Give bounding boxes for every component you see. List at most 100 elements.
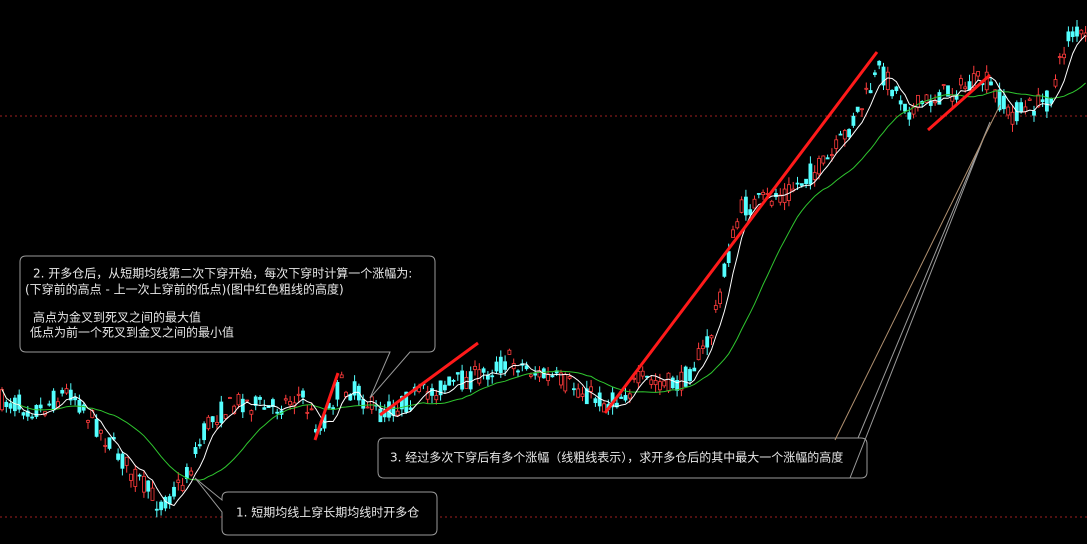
- candle-body: [1066, 31, 1071, 42]
- callout-box: [194, 477, 438, 536]
- candle-body: [903, 103, 907, 112]
- candle-body: [120, 453, 125, 469]
- candle-body: [477, 369, 482, 384]
- candle-body: [283, 398, 288, 401]
- candle-body: [830, 154, 834, 156]
- candle-body: [494, 361, 499, 372]
- candle-body: [640, 370, 645, 377]
- candle-body: [1010, 111, 1015, 125]
- candle-body: [705, 336, 710, 348]
- candle-body: [1045, 90, 1049, 112]
- candle-body: [662, 380, 667, 387]
- candle-body: [593, 398, 598, 404]
- candle-body: [984, 71, 989, 91]
- candle-body: [86, 420, 90, 423]
- annotation-text: 1. 短期均线上穿长期均线时开多仓: [236, 505, 419, 520]
- candle-body: [258, 396, 262, 400]
- candle-body: [154, 508, 159, 511]
- candle-body: [60, 390, 65, 394]
- candle-body: [718, 291, 722, 304]
- candle-body: [589, 386, 593, 392]
- candle-body: [1075, 26, 1079, 37]
- candle-body: [584, 388, 589, 405]
- candle-body: [1057, 56, 1062, 58]
- candle-body: [761, 191, 765, 196]
- candle-body: [288, 401, 293, 406]
- annotation-text: 3. 经过多次下穿后有多个涨幅（线粗线表示），求开多仓后的其中最大一个涨幅的高度: [390, 450, 843, 465]
- candle-body: [438, 380, 443, 396]
- candle-body: [68, 389, 73, 401]
- candle-body: [460, 370, 465, 390]
- candle-body: [1040, 99, 1045, 103]
- candle-body: [795, 182, 800, 185]
- candle-body: [963, 86, 968, 90]
- candle-body: [713, 305, 718, 310]
- candle-body: [1079, 29, 1084, 35]
- candle-body: [34, 405, 39, 417]
- candle-body: [735, 221, 740, 229]
- candle-body: [653, 380, 658, 386]
- candle-body: [262, 407, 267, 410]
- candle-body: [774, 193, 778, 198]
- long-ma: [1, 82, 1086, 481]
- candle-body: [799, 183, 804, 186]
- candle-body: [670, 377, 675, 389]
- candle-body: [124, 456, 129, 466]
- candle-body: [847, 129, 851, 138]
- candle-body: [180, 484, 185, 491]
- rise-line: [313, 372, 340, 441]
- candle-body: [193, 447, 198, 455]
- candle-body: [873, 72, 877, 75]
- candle-body: [129, 473, 133, 481]
- candle-body: [38, 404, 43, 409]
- candle-body: [202, 423, 207, 441]
- candle-body: [563, 374, 568, 392]
- candle-body: [73, 396, 77, 401]
- candle-body: [731, 229, 735, 238]
- annotation-text: 2. 开多仓后，从短期均线第二次下穿开始，每次下穿时计算一个涨幅为:: [33, 266, 412, 281]
- candles: [0, 19, 1087, 518]
- rise-lines: [313, 51, 991, 441]
- candle-body: [197, 444, 202, 447]
- candle-body: [4, 401, 9, 408]
- candle-body: [442, 384, 447, 391]
- candle-body: [339, 374, 344, 379]
- candle-body: [25, 410, 30, 417]
- candle-body: [146, 480, 151, 492]
- candle-body: [8, 403, 13, 409]
- candle-body: [739, 199, 744, 213]
- candle-body: [855, 106, 860, 112]
- candle-body: [709, 335, 714, 339]
- candle-body: [722, 263, 727, 277]
- candle-body: [782, 188, 787, 203]
- candle-body: [688, 369, 692, 382]
- candle-body: [941, 84, 946, 86]
- candle-body: [898, 100, 903, 105]
- callout-box: [19, 255, 436, 399]
- candle-body: [989, 81, 993, 86]
- annotation-text: 低点为前一个死叉到金叉之间的最小值: [30, 325, 234, 340]
- candle-body: [498, 356, 503, 374]
- candle-body: [369, 396, 374, 410]
- candle-body: [580, 393, 585, 397]
- candle-body: [30, 416, 35, 419]
- candle-body: [309, 408, 314, 411]
- candle-body: [821, 155, 826, 164]
- candle-body: [51, 390, 56, 411]
- candle-body: [649, 379, 654, 385]
- candle-body: [881, 66, 886, 86]
- candle-body: [253, 396, 258, 406]
- candle-body: [976, 71, 980, 77]
- candle-body: [933, 100, 937, 104]
- candle-body: [305, 411, 310, 414]
- candle-body: [907, 112, 912, 120]
- candle-body: [455, 372, 460, 375]
- candle-body: [778, 194, 783, 203]
- short-ma: [1, 34, 1086, 507]
- candle-body: [434, 395, 439, 401]
- candle-body: [215, 422, 219, 425]
- candle-body: [860, 108, 864, 111]
- candle-body: [47, 403, 52, 406]
- candle-body: [683, 366, 688, 387]
